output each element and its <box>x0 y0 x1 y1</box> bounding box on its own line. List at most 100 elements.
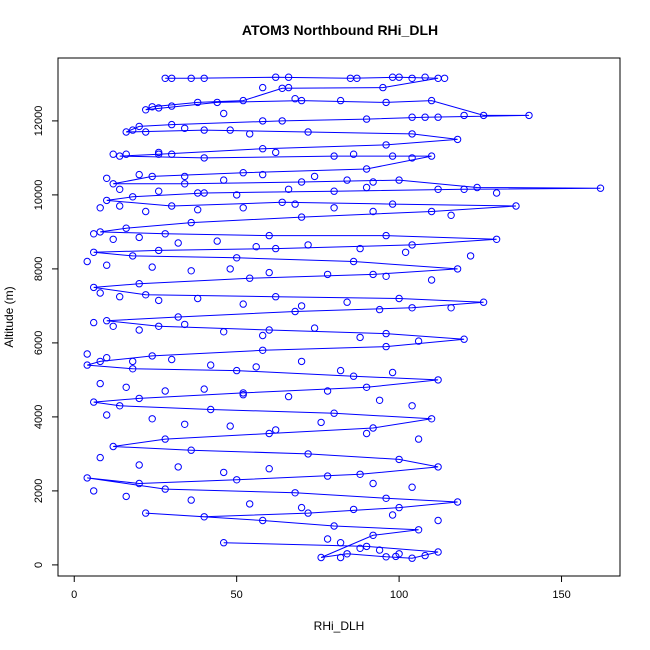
data-point <box>272 148 280 157</box>
data-point <box>353 74 361 83</box>
x-axis: 0 50 100 150 <box>71 575 571 601</box>
data-point <box>304 450 312 458</box>
series-line <box>87 76 601 559</box>
data-point <box>122 150 130 158</box>
data-point <box>161 387 169 395</box>
data-point <box>103 196 111 205</box>
data-point <box>200 154 208 162</box>
data-point <box>187 267 195 275</box>
data-point <box>233 476 241 484</box>
data-point <box>408 113 416 121</box>
data-point <box>297 302 306 310</box>
data-point <box>168 74 176 83</box>
data-point <box>259 346 267 354</box>
data-point <box>369 207 377 216</box>
data-point <box>479 298 488 306</box>
data-point <box>200 385 208 393</box>
data-point <box>90 398 98 406</box>
data-point <box>181 180 189 188</box>
data-point <box>239 204 247 212</box>
data-point <box>427 152 436 160</box>
data-point <box>310 172 319 181</box>
data-point <box>83 361 91 369</box>
data-point <box>408 304 416 312</box>
data-point <box>297 178 306 186</box>
data-point <box>421 551 429 560</box>
data-point <box>336 96 345 105</box>
data-point <box>323 270 332 279</box>
data-point <box>187 218 195 227</box>
data-point <box>414 526 423 534</box>
data-point <box>356 244 364 253</box>
data-point <box>369 479 377 488</box>
data-point <box>408 483 416 491</box>
data-point <box>291 307 299 316</box>
data-point <box>239 300 247 308</box>
data-point <box>122 383 130 391</box>
data-point <box>330 409 338 417</box>
data-point <box>103 354 111 362</box>
data-point <box>96 379 104 388</box>
data-point <box>421 73 429 81</box>
data-point <box>207 361 215 369</box>
data-point <box>278 198 286 207</box>
data-point <box>83 257 91 266</box>
data-point <box>226 422 234 430</box>
data-point <box>291 489 299 497</box>
data-point <box>362 165 371 173</box>
data-point <box>408 74 416 83</box>
data-point <box>135 280 143 288</box>
data-point <box>259 331 267 340</box>
data-point <box>90 230 98 238</box>
data-point <box>103 174 111 183</box>
data-point <box>135 122 143 131</box>
data-point <box>379 83 387 92</box>
data-point <box>135 394 143 403</box>
data-point <box>401 248 410 257</box>
data-point <box>194 206 202 214</box>
data-point <box>103 261 111 269</box>
x-tick-label: 50 <box>231 589 243 601</box>
data-point <box>453 135 462 144</box>
data-point <box>272 73 280 81</box>
data-point <box>369 270 377 279</box>
data-point <box>453 265 462 273</box>
data-point <box>369 424 377 432</box>
series-1 <box>83 73 605 562</box>
data-point <box>181 172 189 181</box>
data-point <box>220 328 228 336</box>
data-point <box>369 531 377 539</box>
y-tick-label: 4000 <box>33 405 45 429</box>
data-point <box>181 420 189 428</box>
data-point <box>388 152 397 160</box>
data-point <box>194 294 202 303</box>
data-point <box>362 429 371 438</box>
data-point <box>174 313 182 321</box>
y-tick-label: 2000 <box>33 479 45 503</box>
data-point <box>220 468 228 477</box>
data-point <box>330 204 338 212</box>
data-point <box>408 554 416 562</box>
data-point <box>330 522 338 530</box>
data-point <box>525 111 533 120</box>
data-point <box>421 113 429 121</box>
data-point <box>187 496 195 504</box>
data-point <box>408 154 416 162</box>
y-tick-label: 8000 <box>33 257 45 281</box>
data-point <box>116 185 124 194</box>
data-point <box>122 224 130 232</box>
data-point <box>291 95 299 103</box>
data-point <box>129 193 137 201</box>
data-point <box>96 289 104 297</box>
data-point <box>135 233 143 242</box>
data-point <box>135 461 143 469</box>
data-point <box>336 553 345 562</box>
data-point <box>233 254 241 262</box>
data-point <box>382 329 390 338</box>
data-point <box>349 505 358 514</box>
data-point <box>259 117 267 125</box>
data-point <box>129 357 137 366</box>
data-point <box>512 202 520 210</box>
data-point <box>239 169 247 177</box>
